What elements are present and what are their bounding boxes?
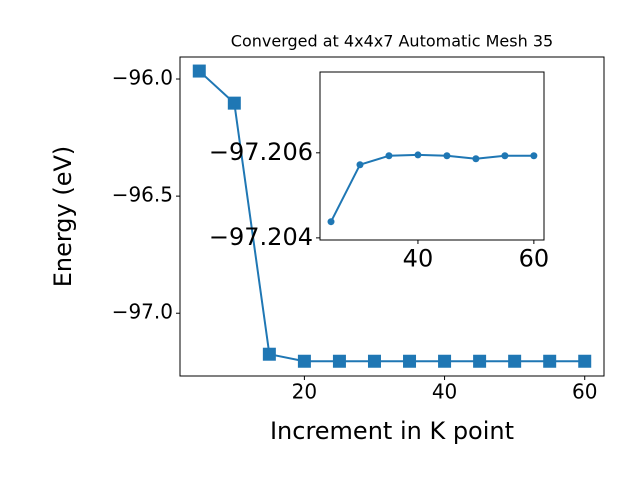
y-tick-label: −97.0 xyxy=(112,300,173,324)
data-point xyxy=(297,354,311,368)
data-point xyxy=(438,354,452,368)
data-point xyxy=(327,218,335,226)
x-tick-label: 60 xyxy=(572,380,597,404)
data-point xyxy=(356,161,364,169)
data-point xyxy=(501,152,509,160)
data-point xyxy=(332,354,346,368)
y-tick-label: −96.5 xyxy=(112,183,173,207)
data-point xyxy=(443,152,451,160)
y-axis-label: Energy (eV) xyxy=(49,146,77,288)
data-point xyxy=(367,354,381,368)
data-point xyxy=(472,155,480,163)
data-point xyxy=(227,96,241,110)
series-line xyxy=(330,153,534,223)
data-point xyxy=(385,152,393,160)
chart-title: Converged at 4x4x7 Automatic Mesh 35 xyxy=(231,32,553,51)
y-tick-label: −96.0 xyxy=(112,66,173,90)
data-point xyxy=(192,64,206,78)
x-tick-label: 40 xyxy=(432,380,457,404)
y-tick-label: −97.206 xyxy=(209,138,313,166)
data-point xyxy=(530,152,538,160)
data-point xyxy=(508,354,522,368)
data-point xyxy=(578,354,592,368)
x-tick-label: 20 xyxy=(292,380,317,404)
x-tick-label: 40 xyxy=(403,244,434,272)
data-point xyxy=(473,354,487,368)
x-axis-label: Increment in K point xyxy=(270,417,514,445)
data-point xyxy=(414,151,422,159)
y-tick-label: −97.204 xyxy=(209,223,313,251)
x-tick-label: 60 xyxy=(519,244,550,272)
data-point xyxy=(403,354,417,368)
data-point xyxy=(543,354,557,368)
data-point xyxy=(262,347,276,361)
